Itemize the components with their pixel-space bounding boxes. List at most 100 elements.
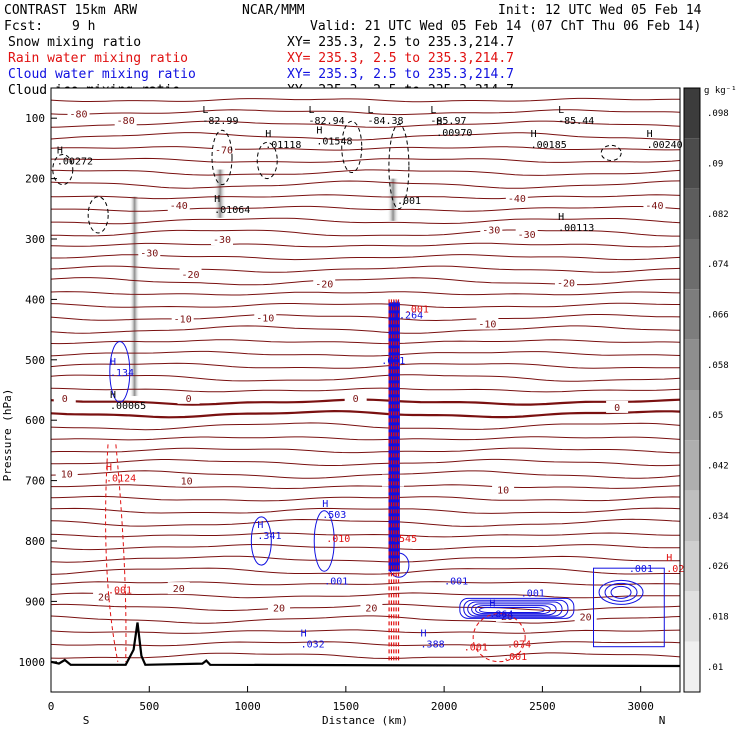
y-axis-label: Pressure (hPa)	[1, 389, 14, 482]
temperature-label: 0	[62, 394, 68, 405]
temperature-label-bg	[313, 277, 336, 290]
extremum-letter: H	[301, 629, 307, 640]
extremum-letter: H	[214, 194, 220, 205]
y-tick-label: 600	[25, 414, 45, 427]
temperature-contour-46	[50, 652, 681, 660]
colorbar-segment	[684, 440, 700, 491]
colorbar-tick-label: .034	[707, 512, 729, 522]
temperature-contour-19	[50, 325, 681, 334]
extremum-value: .001	[405, 304, 429, 315]
extremum-value: .134	[110, 368, 134, 379]
extremum-letter: H	[647, 129, 653, 140]
temperature-contour-14	[50, 265, 681, 273]
temperature-label: -30	[518, 230, 536, 241]
temperature-label: 20	[98, 593, 110, 604]
temperature-contour-9	[51, 205, 681, 212]
temperature-label: -70	[215, 146, 233, 157]
extremum-value: .001	[503, 652, 527, 663]
extremum-letter: H	[322, 499, 328, 510]
extremum-value: .001	[397, 196, 421, 207]
temperature-label: 20	[580, 613, 592, 624]
temperature-label-bg	[360, 601, 383, 614]
temperature-label-bg	[268, 601, 291, 614]
y-tick-label: 100	[25, 112, 45, 125]
temperature-label-bg	[212, 143, 235, 156]
cloud-water-pbl-contour	[467, 601, 563, 617]
temperature-contour-36	[50, 532, 680, 538]
temperature-contour-33	[50, 495, 681, 502]
field-name-2: Cloud water mixing ratio	[8, 67, 196, 82]
y-tick-label: 400	[25, 293, 45, 306]
temperature-label-bg	[476, 317, 499, 330]
temperature-label: 10	[61, 469, 73, 480]
extremum-letter: H	[531, 129, 537, 140]
cloud-water-pbl-contour	[475, 605, 551, 615]
field-xy-0: XY= 235.3, 2.5 to 235.3,214.7	[287, 35, 514, 50]
center-title: NCAR/MMM	[242, 3, 305, 18]
temperature-label: 20	[173, 584, 185, 595]
colorbar-tick-label: .05	[707, 411, 723, 421]
x-tick-label: 1000	[234, 700, 261, 713]
temperature-label-bg	[177, 391, 200, 404]
extremum-value: .074	[507, 640, 531, 651]
terrain-profile	[50, 622, 681, 668]
colorbar-frame	[683, 87, 701, 693]
temperature-contour-17	[50, 302, 680, 308]
temperature-contour-29	[50, 447, 681, 454]
colorbar-tick-label: .082	[707, 210, 729, 220]
extremum-value: .001	[521, 588, 545, 599]
temperature-label: 20	[365, 603, 377, 614]
temperature-contour-12	[50, 242, 681, 248]
temperature-label-bg	[175, 474, 198, 487]
temperature-contour-7	[50, 180, 681, 189]
x-axis-south-label: S	[83, 714, 90, 727]
extremum-value: .864	[489, 610, 513, 621]
extremum-value: .032	[301, 640, 325, 651]
colorbar-segment	[684, 591, 700, 642]
temperature-contour-40	[50, 581, 681, 586]
temperature-contour-32	[51, 484, 681, 490]
extremum-letter: H	[316, 126, 322, 137]
extremum-letter: H	[106, 463, 112, 474]
colorbar-tick-label: .058	[707, 361, 729, 371]
temperature-label: -20	[557, 278, 575, 289]
temperature-contour-41	[50, 592, 681, 599]
temperature-contour-3	[50, 132, 681, 141]
temperature-label-bg	[167, 582, 190, 595]
extremum-letter: H	[558, 212, 564, 223]
snow-contour-1	[87, 196, 109, 234]
snow-contour-2	[211, 129, 233, 186]
temperature-contour-8	[51, 194, 681, 200]
extremum-value: .00185	[531, 140, 567, 151]
extremum-value: 1.264	[393, 311, 423, 322]
x-tick-label: 500	[139, 700, 159, 713]
temperature-label-bg	[179, 268, 202, 281]
extremum-value: .388	[421, 640, 445, 651]
temperature-contour-31	[50, 470, 681, 479]
temperature-contour-38	[50, 555, 680, 563]
temperature-contour-30	[50, 458, 681, 467]
colorbar-segment	[684, 390, 700, 441]
temperature-label: 0	[353, 394, 359, 405]
temperature-contour-35	[50, 518, 681, 527]
extremum-value: .001	[629, 564, 653, 575]
temperature-label-bg	[138, 246, 161, 259]
cloud-ice-shading-0	[129, 196, 140, 397]
temperature-contour-26	[50, 409, 681, 419]
temperature-contour-1	[50, 109, 681, 116]
temperature-label: -40	[508, 194, 526, 205]
temperature-label: -10	[478, 320, 496, 331]
extremum-letter: H	[57, 146, 63, 157]
temperature-label-bg	[643, 199, 666, 212]
fcst-value: 9 h	[72, 19, 95, 34]
temperature-contour-4	[50, 146, 681, 151]
init-time: Init: 12 UTC Wed 05 Feb 14	[498, 3, 702, 18]
x-axis-label: Distance (km)	[322, 714, 408, 727]
plot-area: -80 -80 -70 -40 -40 -40 -30 -30 -30 -30 -20 -20 -20 -…	[1, 87, 690, 727]
extremum-value: .01548	[316, 137, 352, 148]
extremum-letter: L	[367, 105, 373, 116]
colorbar-segment	[684, 239, 700, 290]
temperature-label-bg	[480, 223, 503, 236]
temperature-contour-28	[50, 436, 681, 441]
temperature-contour-6	[50, 169, 681, 176]
